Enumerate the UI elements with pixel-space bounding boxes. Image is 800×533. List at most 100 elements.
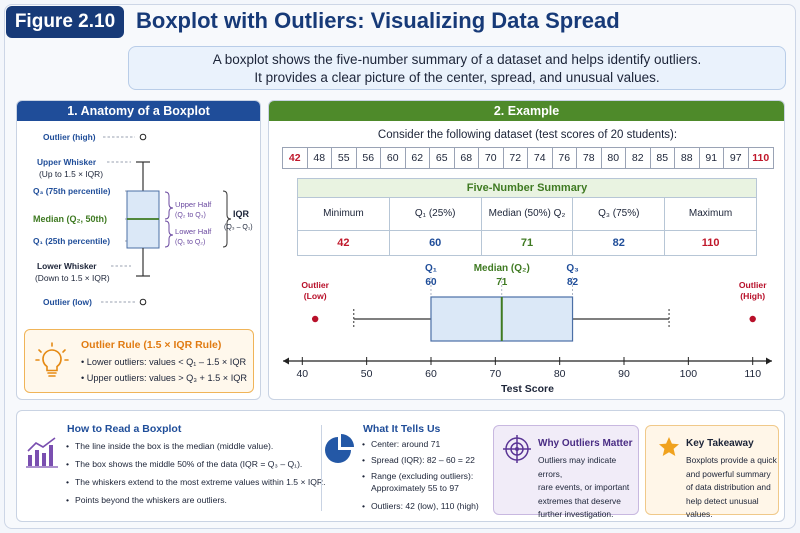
summary-value: 82 — [573, 231, 666, 255]
half-brackets — [164, 190, 232, 248]
outlier-high-note: (High) — [740, 291, 765, 301]
label-lower-whisker: Lower Whisker — [37, 261, 97, 271]
why-title: Why Outliers Matter — [538, 438, 633, 449]
anatomy-diagram: Outlier (high) Upper Whisker (Up to 1.5 … — [33, 132, 253, 307]
q3-label: Q₃ — [566, 263, 579, 274]
intro-line-1: A boxplot shows the five-number summary … — [212, 52, 702, 67]
pie-chart-icon — [325, 434, 354, 463]
outlier-high-label: Outlier — [739, 280, 767, 290]
x-tick-label: 40 — [296, 368, 308, 380]
dataset-cell: 110 — [752, 152, 770, 164]
how-item: The line inside the box is the median (m… — [66, 441, 273, 451]
label-lower-half-note: (Q₁ to Q₂) — [175, 239, 205, 246]
page-title: Boxplot with Outliers: Visualizing Data … — [136, 8, 620, 33]
tells-item-continued: Approximately 55 to 97 — [371, 483, 459, 493]
key-takeaway-card: Key Takeaway Boxplots provide a quick an… — [645, 425, 779, 519]
x-axis-arrow-left — [283, 357, 289, 365]
tells-item: Spread (IQR): 82 – 60 = 22 — [362, 455, 475, 465]
what-it-tells-title: What It Tells Us — [363, 423, 441, 435]
summary-header: Maximum — [665, 198, 756, 231]
intro-box: A boxplot shows the five-number summary … — [128, 46, 786, 90]
dataset-cell: 85 — [651, 148, 675, 168]
label-upper-whisker-note: (Up to 1.5 × IQR) — [39, 169, 103, 179]
dataset-caption: Consider the following dataset (test sco… — [377, 129, 678, 141]
summary-header-row: Minimum Q₁ (25%) Median (50%) Q₂ Q₃ (75%) Ma… — [298, 198, 756, 231]
dataset-cell: 80 — [602, 148, 626, 168]
label-median: Median (Q₂, 50th) — [33, 214, 107, 224]
summary-header: Median (50%) Q₂ — [481, 198, 574, 231]
star-icon — [659, 437, 679, 456]
dataset-cell: 78 — [577, 148, 602, 168]
figure-label: Figure 2.10 — [6, 6, 124, 38]
lightbulb-icon — [35, 342, 69, 377]
bottom-summary: How to Read a Boxplot The line inside th… — [16, 410, 785, 522]
x-tick-label: 100 — [680, 368, 698, 380]
label-upper-half: Upper Half — [175, 200, 212, 209]
summary-header: Q₁ (25%) — [389, 198, 482, 231]
five-number-summary: Five-Number Summary Minimum Q₁ (25%) Media… — [297, 178, 757, 256]
dataset-cell: 88 — [675, 148, 700, 168]
dataset-cell: 74 — [528, 148, 553, 168]
summary-header: Q₃ (75%) — [573, 198, 666, 231]
dataset-cell: 62 — [406, 148, 430, 168]
dataset-cell: 65 — [430, 148, 455, 168]
x-axis-arrow-right — [766, 357, 772, 365]
x-tick-label: 50 — [361, 368, 373, 380]
why-text: Outliers may indicate errors, rare event… — [538, 455, 630, 519]
x-tick-label: 90 — [618, 368, 630, 380]
target-icon — [503, 435, 531, 463]
outlier-point-high — [749, 315, 756, 323]
summary-value: 42 — [298, 231, 390, 255]
outlier-rule-upper: • Upper outliers: values > Q₃ + 1.5 × IQ… — [81, 373, 248, 383]
label-outlier-low: Outlier (low) — [43, 297, 92, 307]
x-tick-label: 80 — [554, 368, 566, 380]
dataset-cell: 55 — [332, 148, 357, 168]
dataset-cell: 68 — [455, 148, 479, 168]
label-outlier-high: Outlier (high) — [43, 132, 96, 142]
x-tick-label: 110 — [744, 368, 761, 380]
dataset-cell: 76 — [553, 148, 577, 168]
dataset-cell: 70 — [479, 148, 504, 168]
label-q3: Q₃ (75th percentile) — [33, 186, 111, 196]
outlier-rule-lower: • Lower outliers: values < Q₁ – 1.5 × IQ… — [81, 357, 247, 367]
outlier-rule-title: Outlier Rule (1.5 × IQR Rule) — [81, 339, 222, 351]
summary-title: Five-Number Summary — [298, 179, 756, 198]
anatomy-title: 1. Anatomy of a Boxplot — [17, 101, 260, 121]
why-outliers-matter-card: Why Outliers Matter Outliers may indicat… — [493, 425, 639, 519]
intro-line-2: It provides a clear picture of the cente… — [254, 70, 660, 85]
how-item: Points beyond the whiskers are outliers. — [66, 495, 227, 505]
q3-value-label: 82 — [567, 277, 579, 288]
example-title: 2. Example — [269, 101, 784, 121]
anatomy-boxplot — [126, 133, 160, 306]
key-title: Key Takeaway — [686, 438, 754, 449]
summary-value: 71 — [482, 231, 574, 255]
x-axis-label: Test Score — [501, 383, 554, 395]
summary-value-row: 42 60 71 82 110 — [298, 231, 756, 255]
dataset-cell: 72 — [504, 148, 528, 168]
q1-label: Q₁ — [425, 263, 437, 274]
label-iqr: IQR — [233, 209, 250, 219]
summary-value: 110 — [701, 237, 720, 249]
anatomy-outlier-low-point — [139, 298, 147, 306]
dataset-cell: 42 — [283, 148, 308, 168]
anatomy-outlier-high-point — [139, 133, 147, 141]
dataset-cell: 82 — [626, 148, 651, 168]
outlier-low-note: (Low) — [304, 291, 327, 301]
q1-value-label: 60 — [425, 277, 437, 288]
label-lower-whisker-note: (Down to 1.5 × IQR) — [35, 273, 110, 283]
summary-value: 60 — [390, 231, 482, 255]
x-tick-label: 70 — [489, 368, 501, 380]
label-upper-whisker: Upper Whisker — [37, 157, 97, 167]
outlier-point-low — [311, 315, 319, 323]
summary-header: Minimum — [298, 198, 390, 231]
label-upper-half-note: (Q₂ to Q₃) — [175, 212, 206, 219]
dataset-row: 42 48 55 56 60 62 65 68 70 72 74 76 78 80 82 85 88 91 97 11… — [282, 147, 774, 169]
dataset-cell: 60 — [381, 148, 406, 168]
example-panel: 2. Example Consider the following datase… — [268, 100, 785, 400]
median-label: Median (Q₂) — [474, 263, 530, 274]
label-lower-half: Lower Half — [175, 227, 212, 236]
tells-item: Outliers: 42 (low), 110 (high) — [362, 501, 479, 511]
dataset-cell: 97 — [724, 148, 749, 168]
dataset-cell: 48 — [308, 148, 332, 168]
